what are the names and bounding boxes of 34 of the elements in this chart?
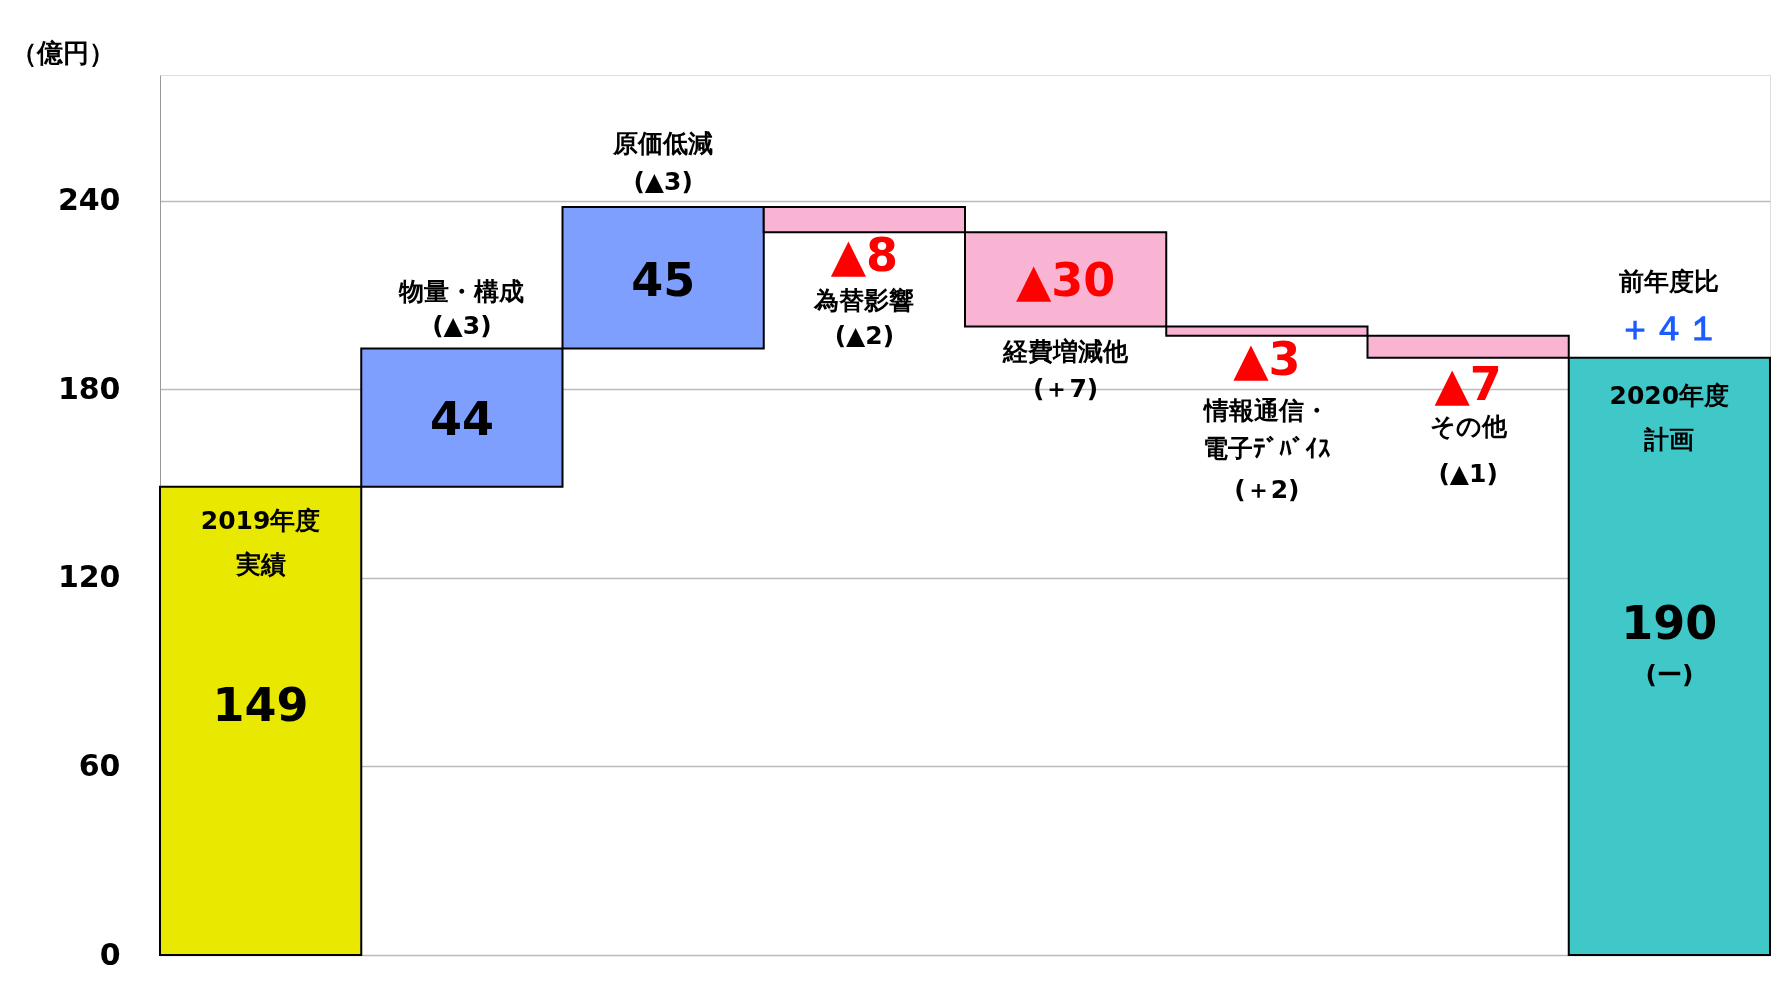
annotation: 2020年度 — [1609, 380, 1730, 410]
data-label: ▲7 — [1434, 357, 1502, 412]
y-tick-label: 60 — [78, 747, 121, 783]
annotation: (ー) — [1645, 660, 1694, 690]
annotation: (＋7) — [1033, 374, 1099, 404]
data-label: ▲8 — [830, 228, 899, 283]
data-label: 44 — [429, 391, 494, 446]
annotation: 電子ﾃﾞﾊﾞｲｽ — [1202, 434, 1331, 463]
annotation: 情報通信・ — [1202, 396, 1330, 426]
y-tick-label: 180 — [57, 370, 121, 406]
annotation: (▲3) — [633, 166, 693, 196]
annotation: (▲3) — [432, 311, 492, 341]
y-axis-title: （億円） — [10, 37, 115, 68]
annotation: 2019年度 — [200, 506, 321, 536]
data-label: ▲30 — [1015, 253, 1116, 308]
annotation: その他 — [1429, 412, 1508, 441]
data-label: 190 — [1621, 596, 1718, 650]
annotation: (＋2) — [1234, 474, 1300, 504]
annotation: 計画 — [1643, 424, 1695, 454]
y-tick-label: 240 — [57, 182, 121, 218]
annotation: 実績 — [234, 550, 286, 580]
annotation: (▲2) — [834, 320, 895, 350]
y-tick-label: 0 — [99, 936, 121, 972]
data-label: ▲3 — [1233, 332, 1301, 386]
annotation: 経費増減他 — [1002, 336, 1130, 366]
annotation: 前年度比 — [1618, 267, 1720, 297]
annotation: ＋４１ — [1618, 307, 1721, 348]
annotation: 為替影響 — [813, 286, 915, 316]
annotation: (▲1) — [1438, 459, 1498, 489]
data-label: 45 — [631, 253, 696, 308]
data-label: 149 — [212, 677, 309, 732]
y-tick-label: 120 — [57, 559, 121, 595]
annotation: 原価低減 — [612, 129, 714, 159]
annotation: 物量・構成 — [398, 276, 525, 306]
